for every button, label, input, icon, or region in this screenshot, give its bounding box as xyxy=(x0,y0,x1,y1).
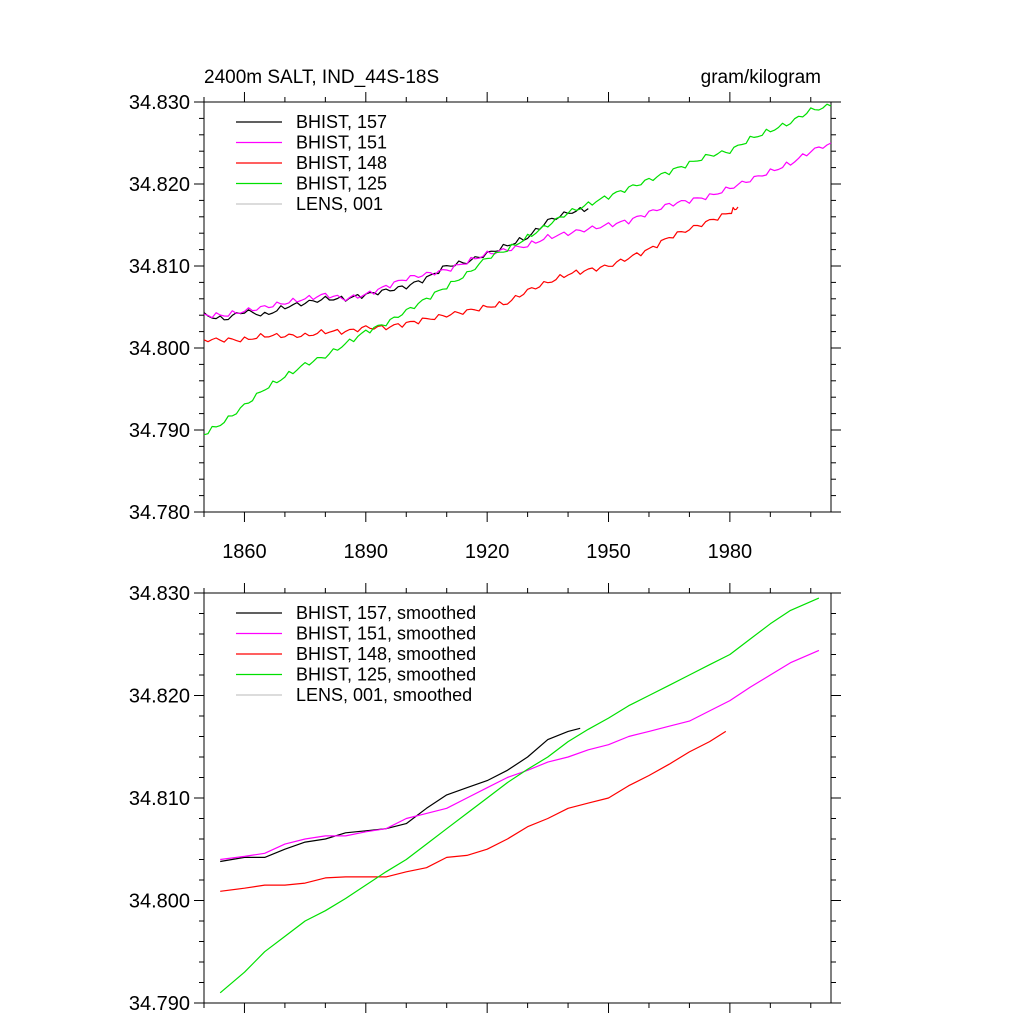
legend-label: BHIST, 148, smoothed xyxy=(296,644,476,664)
bottom-panel: 34.790 34.800 34.810 34.820 34.830 BHIST, 157… xyxy=(129,583,841,1015)
series-line xyxy=(203,103,832,436)
legend-label: BHIST, 157, smoothed xyxy=(296,603,476,623)
x-tick-label: 1920 xyxy=(465,541,510,563)
x-tick-label: 1980 xyxy=(708,541,753,563)
y-tick-label: 34.810 xyxy=(129,788,190,810)
x-tick-label: 1950 xyxy=(586,541,631,563)
y-tick-label: 34.820 xyxy=(129,174,190,196)
series-line xyxy=(203,207,589,321)
y-tick-label: 34.800 xyxy=(129,338,190,360)
series-line xyxy=(203,206,739,343)
y-tick-label: 34.800 xyxy=(129,891,190,913)
legend-label: BHIST, 151 xyxy=(296,133,387,153)
legend-label: BHIST, 157 xyxy=(296,112,387,132)
legend-label: BHIST, 125 xyxy=(296,174,387,194)
legend-label: BHIST, 151, smoothed xyxy=(296,624,476,644)
series-line xyxy=(220,730,727,892)
y-tick-label: 34.790 xyxy=(129,420,190,442)
legend-label: LENS, 001 xyxy=(296,194,383,214)
y-tick-label: 34.830 xyxy=(129,583,190,605)
x-tick-label: 1890 xyxy=(344,541,389,563)
x-tick-label: 1860 xyxy=(222,541,267,563)
plot-frame xyxy=(203,101,832,513)
series-line xyxy=(220,727,581,863)
y-tick-label: 34.820 xyxy=(129,686,190,708)
units-label: gram/kilogram xyxy=(701,67,821,88)
chart-title: 2400m SALT, IND_44S-18S xyxy=(204,67,439,88)
legend-label: BHIST, 148 xyxy=(296,153,387,173)
legend-label: BHIST, 125, smoothed xyxy=(296,665,476,685)
y-tick-label: 34.810 xyxy=(129,256,190,278)
series-line xyxy=(219,597,820,994)
legend-label: LENS, 001, smoothed xyxy=(296,685,472,705)
y-tick-label: 34.790 xyxy=(129,993,190,1015)
series-line xyxy=(220,649,820,861)
series-line xyxy=(203,142,832,319)
y-tick-label: 34.780 xyxy=(129,502,190,524)
y-tick-label: 34.830 xyxy=(129,92,190,114)
top-panel: 34.780 34.790 34.800 34.810 34.820 34.830 1860… xyxy=(129,67,841,563)
